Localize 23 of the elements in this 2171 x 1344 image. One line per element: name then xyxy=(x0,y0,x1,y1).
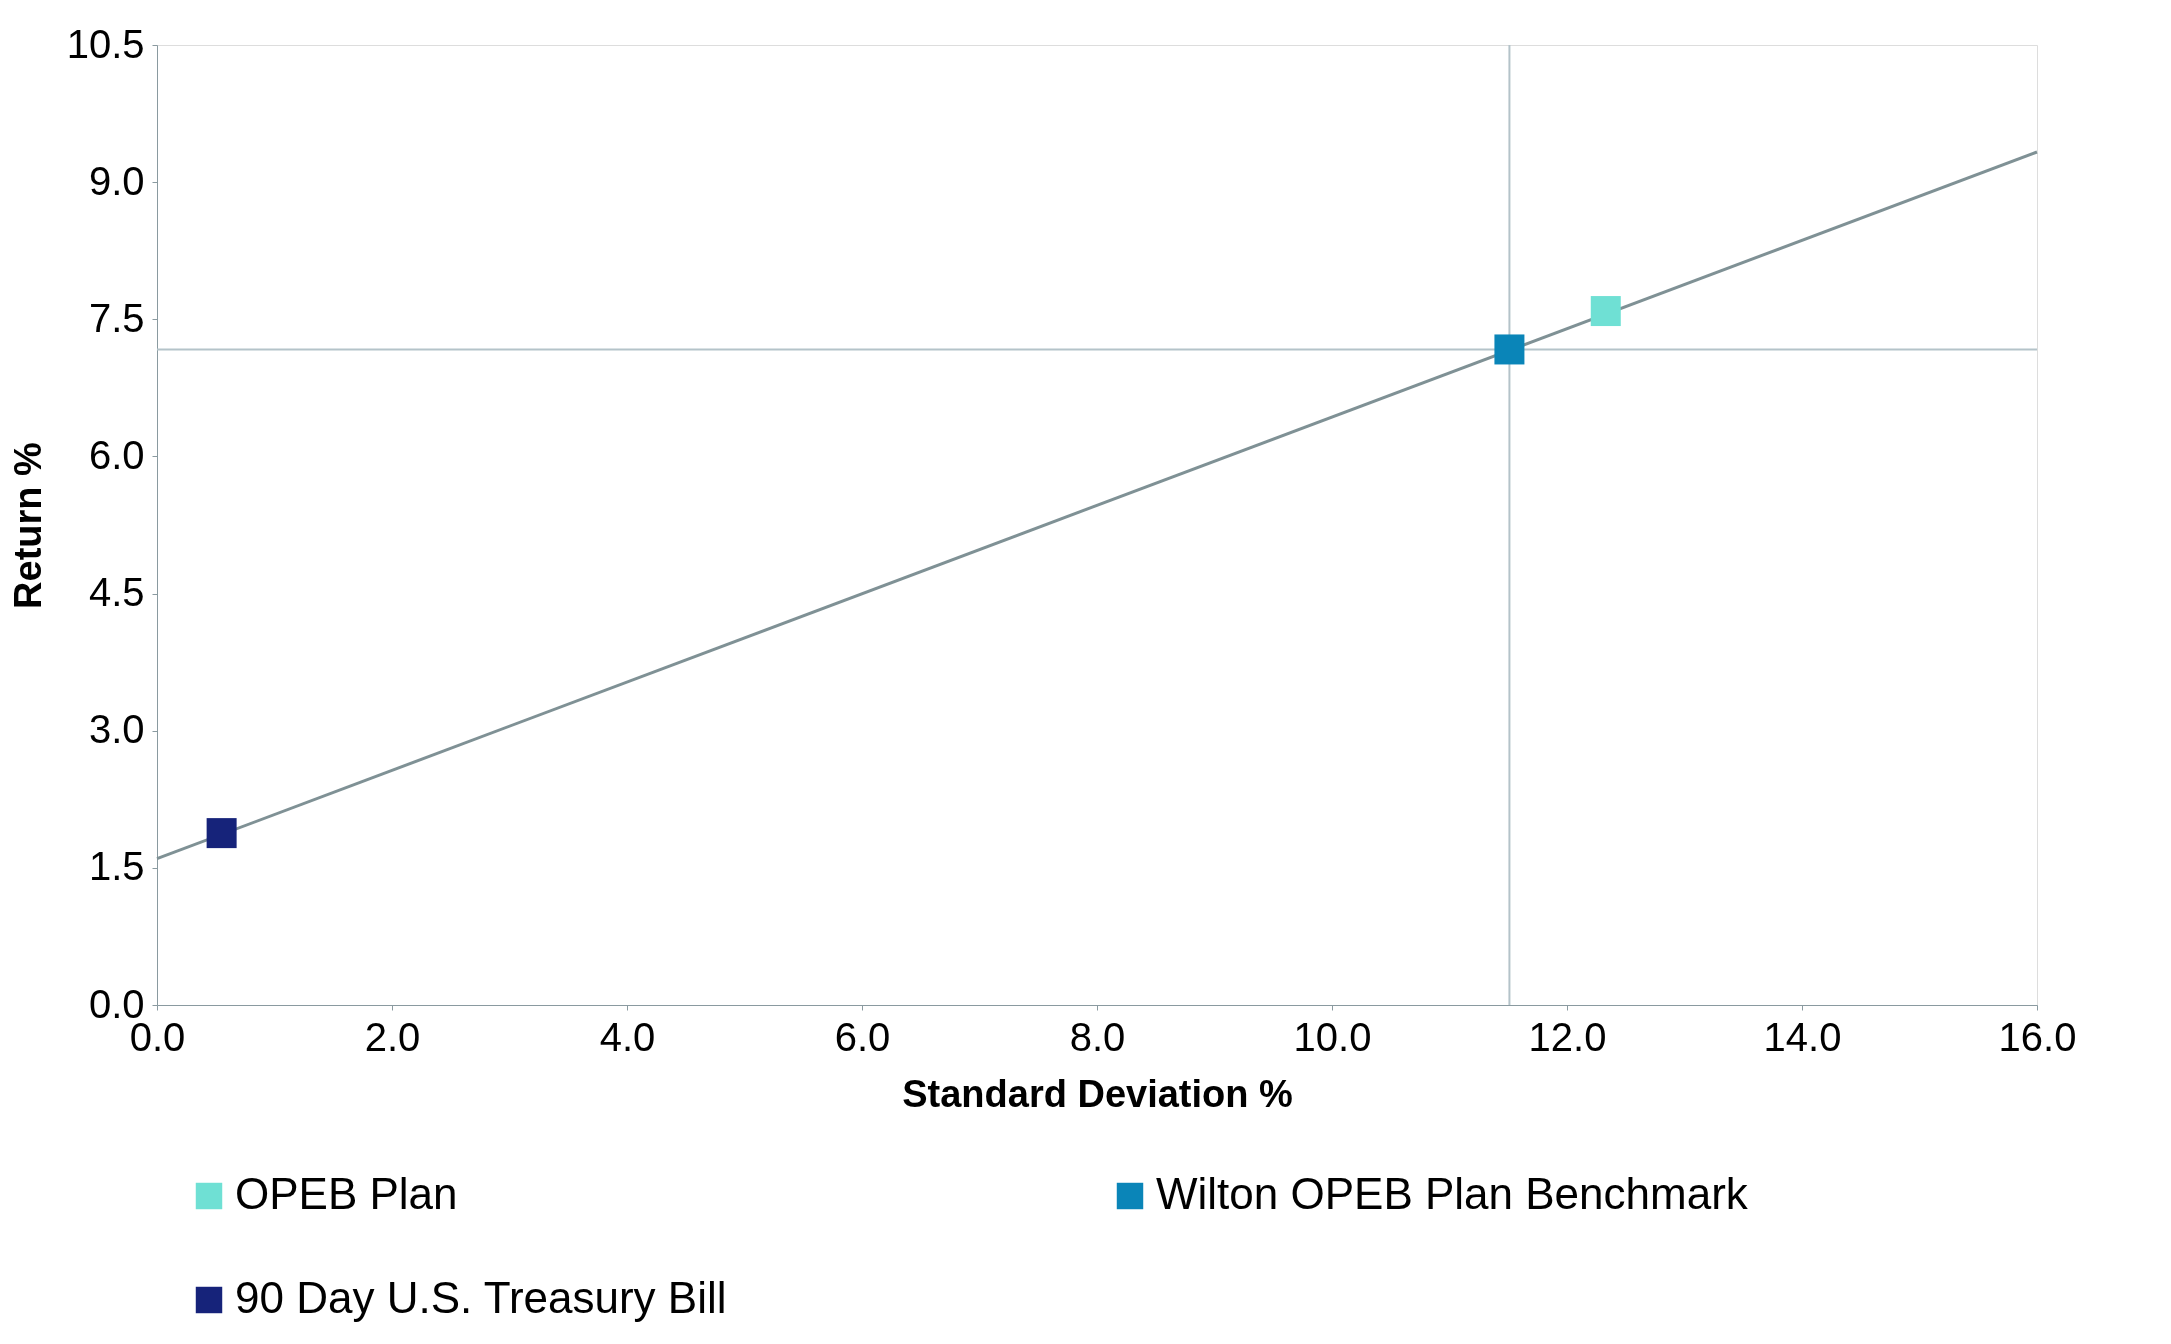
point xyxy=(206,818,237,849)
y-tick-label: 1.5 xyxy=(88,844,145,889)
y-tick-label: 6.0 xyxy=(88,432,145,477)
y-axis-title: Return % xyxy=(6,442,49,609)
x-tick-label: 6.0 xyxy=(834,1014,891,1059)
point xyxy=(1590,296,1621,327)
x-tick-label: 10.0 xyxy=(1293,1014,1372,1059)
y-tick-label: 9.0 xyxy=(88,158,145,203)
legend-label: Wilton OPEB Plan Benchmark xyxy=(1156,1169,1749,1218)
point xyxy=(1494,334,1525,365)
x-tick-label: 12.0 xyxy=(1528,1014,1607,1059)
x-axis-title: Standard Deviation % xyxy=(902,1072,1293,1115)
x-tick-label: 16.0 xyxy=(1998,1014,2077,1059)
legend-label: 90 Day U.S. Treasury Bill xyxy=(235,1273,727,1322)
x-tick-label: 2.0 xyxy=(364,1014,421,1059)
legend-label: OPEB Plan xyxy=(235,1169,458,1218)
x-tick-label: 14.0 xyxy=(1763,1014,1842,1059)
x-tick-label: 8.0 xyxy=(1069,1014,1126,1059)
x-tick-label: 4.0 xyxy=(599,1014,656,1059)
y-tick-label: 7.5 xyxy=(88,295,145,340)
y-tick-label: 3.0 xyxy=(88,707,145,752)
y-tick-label: 4.5 xyxy=(88,570,145,615)
y-tick-label: 10.5 xyxy=(66,21,145,66)
